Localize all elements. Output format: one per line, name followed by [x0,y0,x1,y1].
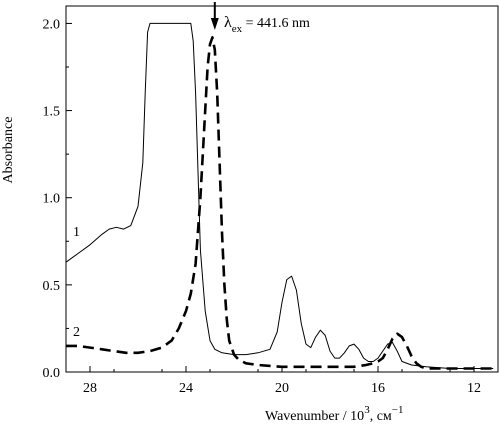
x-tick-label: 16 [371,381,385,396]
series-1-line [65,22,494,369]
x-tick-label: 20 [275,381,289,396]
x-axis-label-unit: , см [370,409,392,424]
series-1-label: 1 [73,225,80,240]
lambda-subscript: ex [232,23,243,35]
y-tick-label: 1.0 [43,192,61,207]
excitation-annotation: λex = 441.6 nm [210,2,310,35]
series-layer [65,22,494,370]
x-tick-label: 12 [467,381,481,396]
excitation-arrow-head [210,18,219,30]
y-tick-label: 0.5 [43,279,61,294]
excitation-value: = 441.6 nm [242,16,310,31]
x-axis-label: Wavenumber / 103, см−1 [265,404,403,424]
x-axis-label-text: Wavenumber / 10 [265,409,364,424]
lambda-symbol: λ [224,14,232,31]
y-tick-label: 0.0 [43,366,61,381]
y-tick-label: 1.5 [43,105,61,120]
axes-group: 28 24 20 16 120.00.51.01.52.0 [43,5,499,396]
plot-frame [65,5,499,373]
x-tick-label: 24 [179,381,193,396]
x-tick-label: 28 [83,381,97,396]
x-axis-label-exp: 3 [364,404,370,416]
series-2-label: 2 [73,325,80,340]
y-axis-label: Absorbance [1,117,16,184]
y-tick-label: 2.0 [43,17,61,32]
series-2-line [66,36,494,370]
x-axis-label-unit-exp: −1 [392,404,404,416]
excitation-label: λex = 441.6 nm [224,14,310,35]
